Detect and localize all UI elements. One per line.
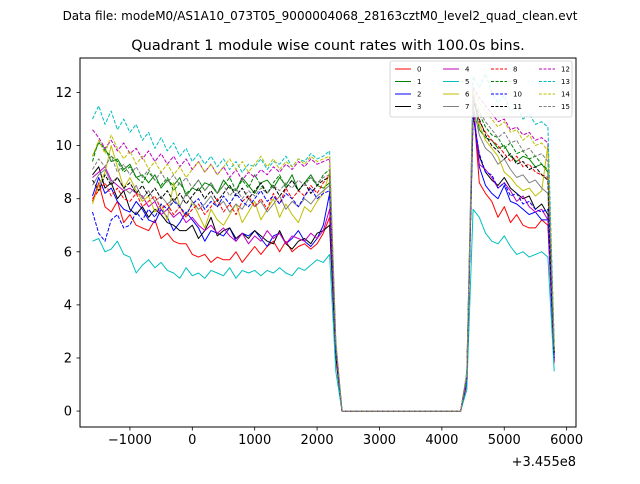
y-tick-label: 10 — [55, 139, 72, 154]
x-tick-label: 4000 — [425, 433, 458, 448]
x-tick-label: 2000 — [301, 433, 334, 448]
plot-area: −1000 0 1000 2000 3000 4000 5000 60000246810120… — [55, 57, 583, 448]
series-line-4 — [92, 102, 555, 412]
x-tick-label: 0 — [188, 433, 196, 448]
axes-frame — [79, 57, 577, 428]
y-tick-label: 12 — [55, 86, 72, 101]
chart-suptitle: Data file: modeM0/AS1A10_073T05_90000040… — [63, 9, 578, 23]
y-tick-label: 0 — [64, 405, 72, 420]
legend-label-2: 2 — [417, 91, 421, 99]
series-line-15 — [92, 97, 555, 412]
x-tick-label: 6000 — [550, 433, 583, 448]
legend-label-0: 0 — [417, 66, 421, 74]
y-tick-label: 6 — [64, 245, 72, 260]
legend-label-4: 4 — [465, 66, 470, 74]
legend-label-3: 3 — [417, 103, 421, 111]
legend-label-6: 6 — [465, 91, 470, 99]
legend-frame — [389, 60, 573, 118]
legend-label-13: 13 — [561, 78, 570, 86]
x-tick-label: −1000 — [108, 433, 152, 448]
series-group — [92, 73, 555, 412]
legend-label-10: 10 — [513, 91, 522, 99]
x-tick-label: 3000 — [363, 433, 396, 448]
legend-label-1: 1 — [417, 78, 421, 86]
series-line-10 — [92, 115, 555, 412]
legend-label-5: 5 — [465, 78, 469, 86]
series-line-0 — [92, 102, 555, 412]
legend-label-9: 9 — [513, 78, 517, 86]
legend-label-7: 7 — [465, 103, 469, 111]
y-tick-label: 2 — [64, 351, 72, 366]
x-axis-offset-label: +3.455e8 — [512, 455, 576, 470]
series-line-7 — [92, 105, 555, 412]
legend-label-11: 11 — [513, 103, 522, 111]
series-line-11 — [92, 100, 555, 412]
legend-label-15: 15 — [561, 103, 570, 111]
legend-label-14: 14 — [561, 91, 570, 99]
chart-title: Quadrant 1 module wise count rates with … — [131, 38, 525, 54]
y-tick-label: 8 — [64, 192, 72, 207]
legend-label-12: 12 — [561, 66, 570, 74]
x-tick-label: 1000 — [238, 433, 271, 448]
y-tick-label: 4 — [64, 298, 72, 313]
legend-label-8: 8 — [513, 66, 517, 74]
series-line-5 — [92, 208, 555, 412]
x-tick-label: 5000 — [488, 433, 521, 448]
